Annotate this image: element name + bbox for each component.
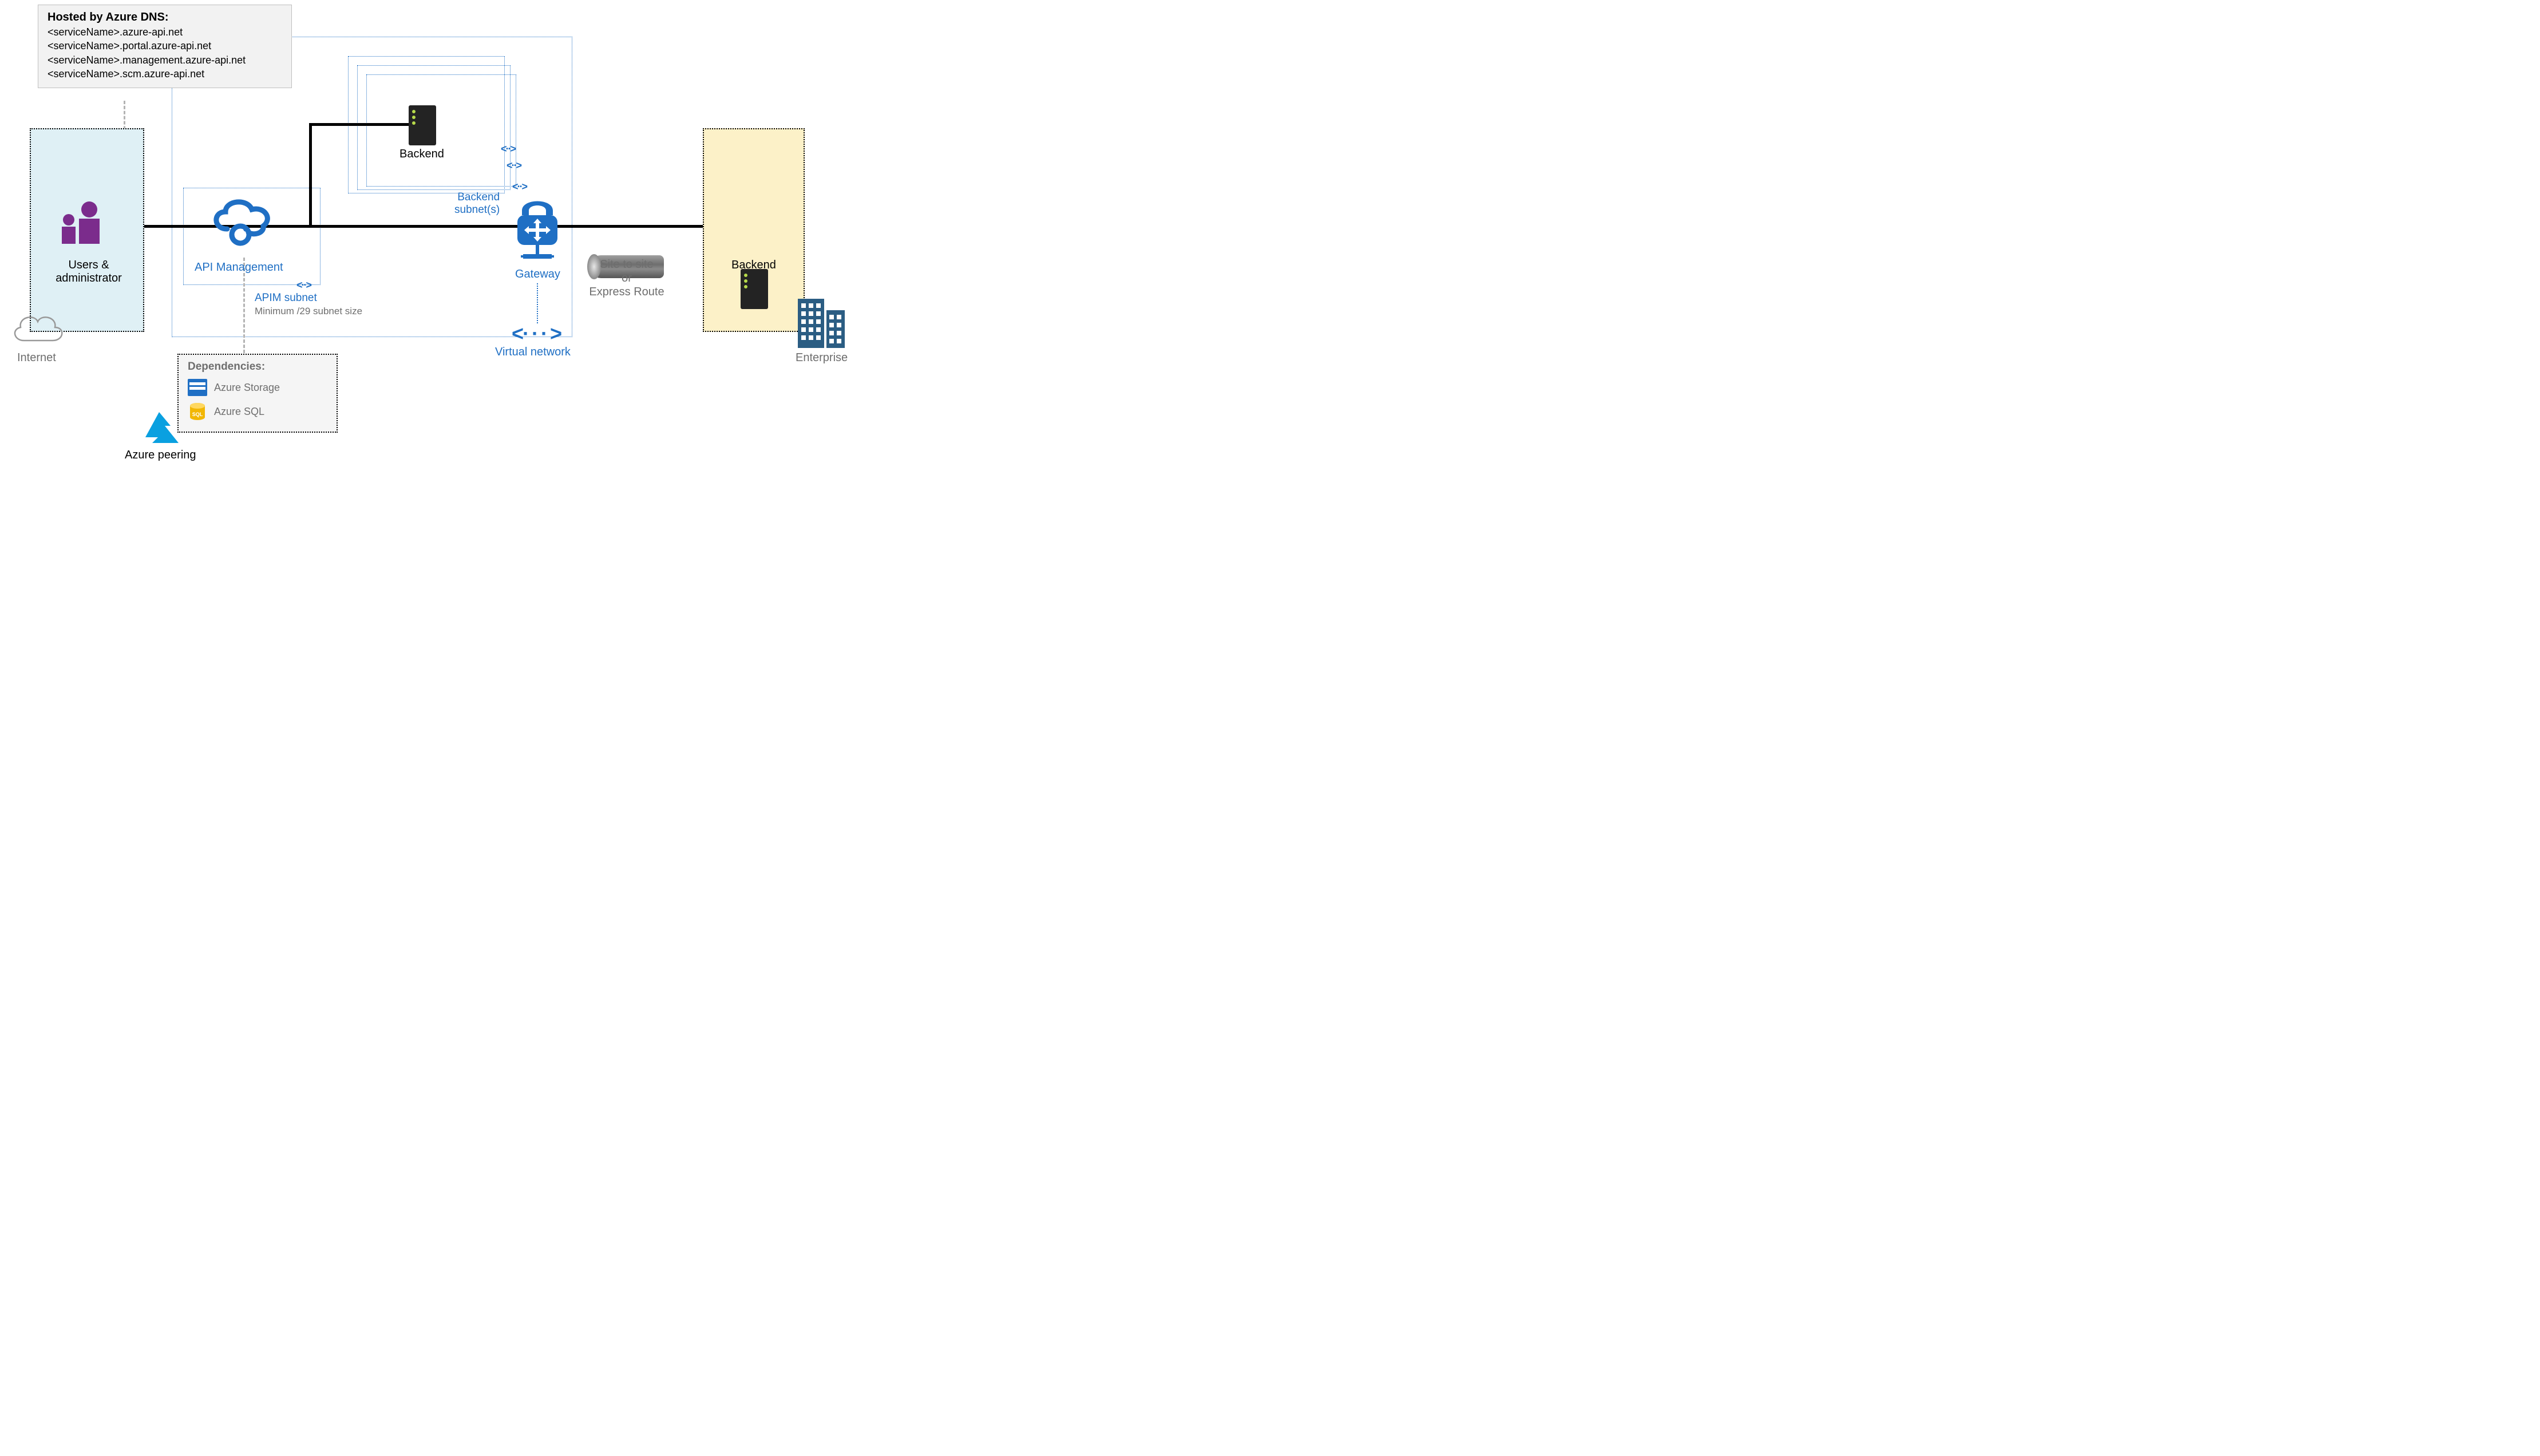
gateway-label: Gateway [515, 268, 560, 281]
azure-peering-label: Azure peering [125, 449, 196, 462]
svg-text:SQL: SQL [192, 412, 203, 417]
dns-line-1: <serviceName>.azure-api.net [48, 25, 282, 39]
users-icon [56, 199, 108, 245]
dns-line-4: <serviceName>.scm.azure-api.net [48, 67, 282, 81]
dns-line-2: <serviceName>.portal.azure-api.net [48, 39, 282, 53]
dns-hosted-box: Hosted by Azure DNS: <serviceName>.azure… [38, 5, 292, 88]
azure-storage-icon [188, 379, 207, 396]
backend-cloud-server-icon [409, 105, 436, 145]
apim-subnet-note: Minimum /29 subnet size [255, 306, 362, 317]
azure-peering-icon [142, 410, 182, 445]
vnet-mark-large: <···> [512, 322, 561, 346]
backend-subnet-box-3 [366, 74, 516, 187]
dep-sql-label: Azure SQL [214, 406, 264, 418]
backend-cloud-label: Backend [399, 148, 444, 161]
internet-cloud-icon [7, 309, 70, 349]
dependencies-box: Dependencies: Azure Storage SQL Azure SQ… [177, 354, 338, 433]
enterprise-buildings-icon [798, 293, 845, 348]
conn-line2: or [572, 271, 681, 285]
gateway-icon [511, 192, 564, 267]
api-management-icon [207, 195, 276, 252]
backend-enterprise-label: Backend [731, 259, 776, 272]
enterprise-label: Enterprise [796, 351, 848, 365]
subnet-vnet-mark-2: <··> [507, 160, 521, 172]
users-label-line2: administrator [40, 272, 137, 285]
users-label: Users & administrator [40, 259, 137, 285]
backend-horizontal-line [309, 123, 412, 126]
azure-sql-icon: SQL [188, 402, 207, 421]
dns-line-3: <serviceName>.management.azure-api.net [48, 53, 282, 67]
apim-subnet-vnet-mark: <··> [296, 279, 311, 291]
subnet-vnet-mark-3: <··> [512, 181, 527, 193]
backend-vertical-line [309, 123, 312, 227]
dependencies-title: Dependencies: [188, 361, 327, 373]
conn-line1: Site to site [572, 258, 681, 271]
users-label-line1: Users & [40, 259, 137, 272]
conn-line3: Express Route [572, 285, 681, 299]
backend-enterprise-server-icon [741, 269, 768, 309]
apim-subnet-label: APIM subnet [255, 292, 317, 304]
subnet-vnet-mark-1: <··> [501, 143, 515, 155]
api-management-label: API Management [195, 261, 283, 274]
internet-label: Internet [17, 351, 56, 365]
virtual-network-label: Virtual network [495, 346, 571, 359]
gateway-vnet-dotted [537, 283, 538, 323]
dns-box-title: Hosted by Azure DNS: [48, 10, 282, 25]
dep-storage-label: Azure Storage [214, 382, 280, 394]
connection-label: Site to site or Express Route [572, 258, 681, 299]
backend-subnets-label: Backend subnet(s) [454, 191, 500, 216]
